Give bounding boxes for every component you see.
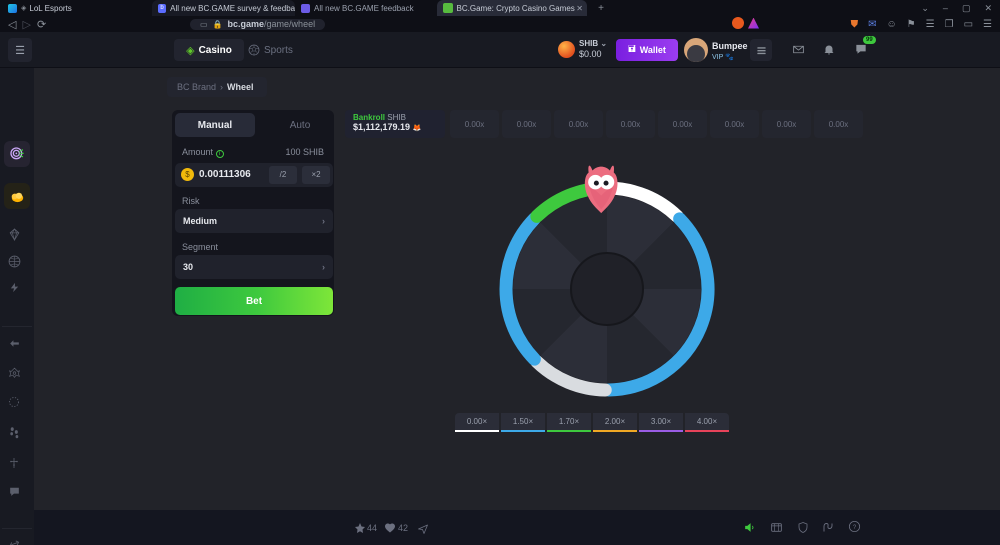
svg-text:?: ? (853, 525, 857, 531)
